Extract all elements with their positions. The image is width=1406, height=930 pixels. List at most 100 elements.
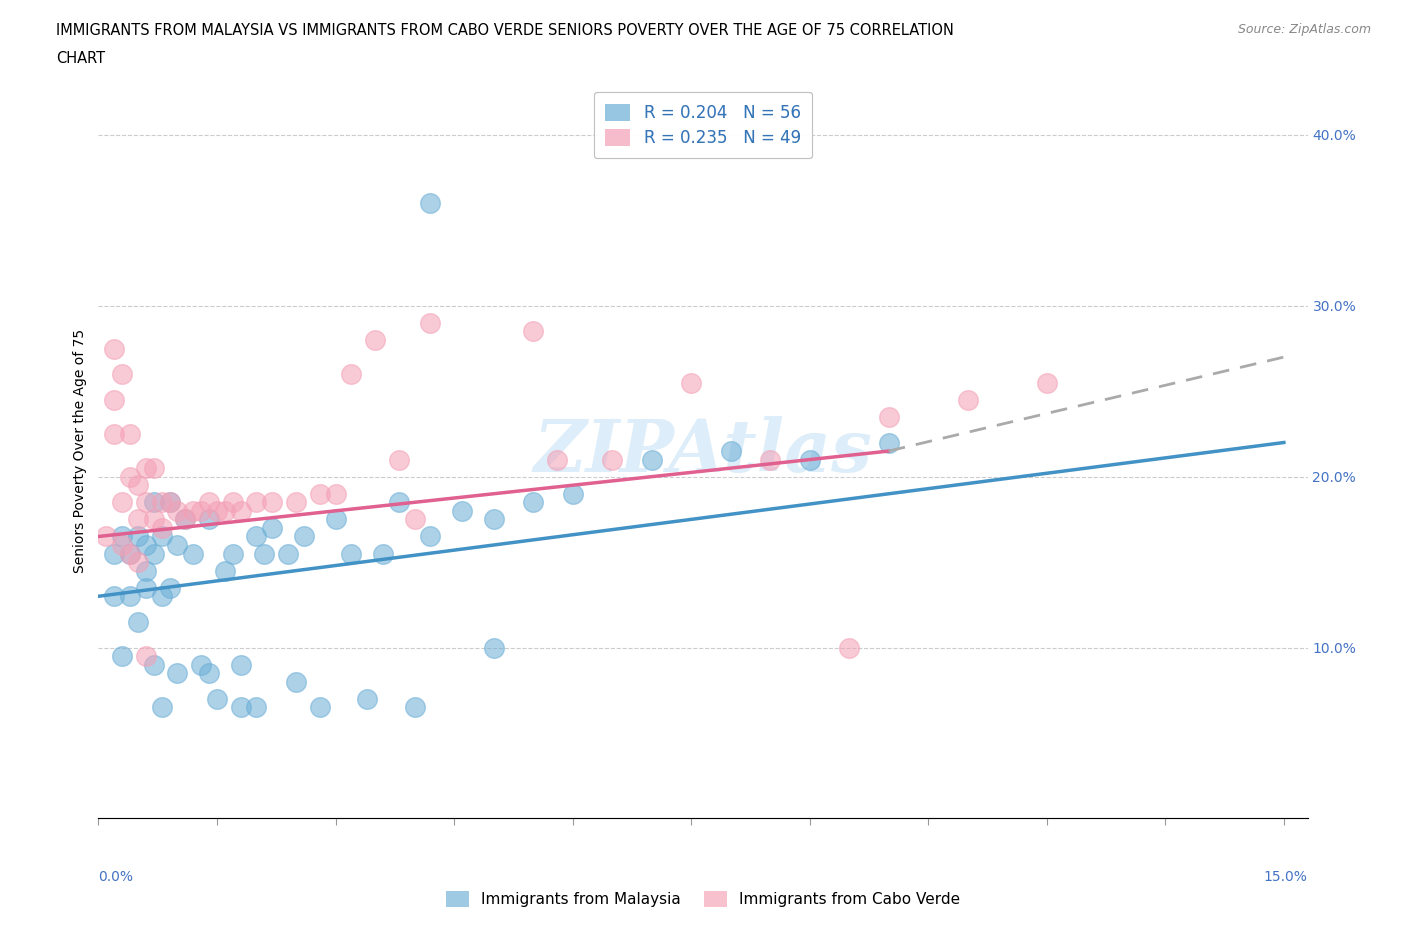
Point [135,580,157,595]
Point [277,546,299,561]
Point [561,486,583,501]
Text: ZIPAtlas: ZIPAtlas [534,416,872,486]
Point [166,666,188,681]
Point [103,341,125,356]
Point [150,495,173,510]
Point [111,538,134,552]
Point [198,666,221,681]
Point [245,529,267,544]
Point [150,521,173,536]
Point [135,538,157,552]
Y-axis label: Seniors Poverty Over the Age of 75: Seniors Poverty Over the Age of 75 [73,329,87,573]
Point [150,589,173,604]
Legend: R = 0.204   N = 56, R = 0.235   N = 49: R = 0.204 N = 56, R = 0.235 N = 49 [593,92,813,158]
Point [325,486,347,501]
Point [229,503,252,518]
Point [142,546,165,561]
Point [118,470,141,485]
Point [198,512,221,526]
Point [419,196,441,211]
Point [838,640,860,655]
Point [877,409,900,424]
Point [142,658,165,672]
Point [198,495,221,510]
Point [103,589,125,604]
Point [720,444,742,458]
Point [159,495,181,510]
Point [135,564,157,578]
Point [325,512,347,526]
Point [245,700,267,715]
Point [285,495,308,510]
Point [127,554,149,569]
Point [404,700,426,715]
Text: Source: ZipAtlas.com: Source: ZipAtlas.com [1237,23,1371,36]
Point [356,691,378,706]
Point [118,589,141,604]
Point [111,648,134,663]
Legend: Immigrants from Malaysia, Immigrants from Cabo Verde: Immigrants from Malaysia, Immigrants fro… [440,884,966,913]
Point [285,674,308,689]
Point [308,700,330,715]
Point [340,366,363,381]
Point [640,452,662,467]
Point [111,495,134,510]
Point [127,615,149,630]
Point [159,495,181,510]
Point [166,538,188,552]
Text: 15.0%: 15.0% [1264,870,1308,884]
Point [522,495,544,510]
Text: CHART: CHART [56,51,105,66]
Point [388,495,411,510]
Point [111,529,134,544]
Point [522,324,544,339]
Point [262,495,284,510]
Point [229,658,252,672]
Point [166,503,188,518]
Point [877,435,900,450]
Point [482,640,505,655]
Point [150,700,173,715]
Point [205,503,228,518]
Point [482,512,505,526]
Point [1036,376,1059,391]
Point [190,658,212,672]
Point [118,546,141,561]
Point [118,427,141,442]
Point [181,546,204,561]
Point [142,460,165,475]
Point [308,486,330,501]
Point [253,546,276,561]
Point [229,700,252,715]
Point [371,546,394,561]
Point [600,452,623,467]
Point [419,315,441,330]
Point [759,452,782,467]
Text: 0.0%: 0.0% [98,870,134,884]
Point [174,512,197,526]
Point [127,478,149,493]
Text: IMMIGRANTS FROM MALAYSIA VS IMMIGRANTS FROM CABO VERDE SENIORS POVERTY OVER THE : IMMIGRANTS FROM MALAYSIA VS IMMIGRANTS F… [56,23,955,38]
Point [214,503,236,518]
Point [546,452,568,467]
Point [681,376,703,391]
Point [214,564,236,578]
Point [159,580,181,595]
Point [419,529,441,544]
Point [111,366,134,381]
Point [135,460,157,475]
Point [222,546,245,561]
Point [142,495,165,510]
Point [262,521,284,536]
Point [956,392,979,407]
Point [127,512,149,526]
Point [103,546,125,561]
Point [190,503,212,518]
Point [388,452,411,467]
Point [103,392,125,407]
Point [96,529,118,544]
Point [222,495,245,510]
Point [118,546,141,561]
Point [364,333,387,348]
Point [245,495,267,510]
